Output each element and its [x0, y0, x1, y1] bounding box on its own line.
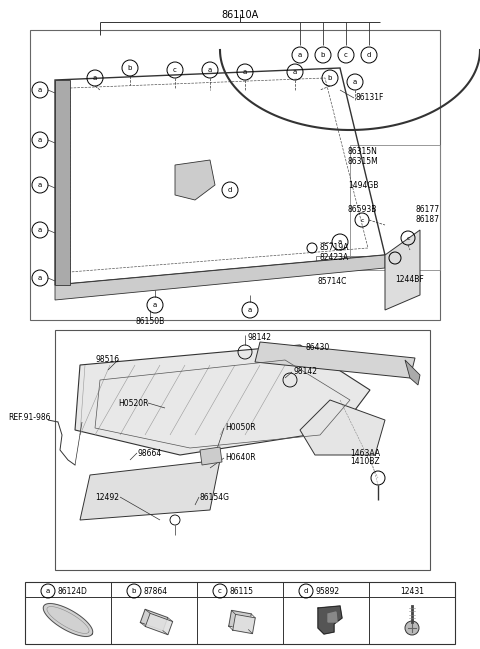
- Text: 86131F: 86131F: [355, 93, 384, 103]
- Text: H0640R: H0640R: [225, 454, 256, 463]
- Polygon shape: [75, 345, 370, 455]
- Text: 86115: 86115: [230, 587, 254, 596]
- Text: 1494GB: 1494GB: [348, 180, 378, 190]
- Text: 86177: 86177: [415, 206, 439, 215]
- Text: c: c: [360, 217, 364, 223]
- Text: a: a: [38, 87, 42, 93]
- Text: 95892: 95892: [316, 587, 340, 596]
- Polygon shape: [145, 613, 173, 635]
- Text: a: a: [153, 302, 157, 308]
- Text: d: d: [228, 187, 232, 193]
- Bar: [55, 330, 430, 570]
- Text: 98516: 98516: [95, 356, 119, 365]
- Text: H0050R: H0050R: [225, 424, 256, 432]
- Text: a: a: [298, 52, 302, 58]
- Polygon shape: [200, 447, 222, 465]
- Polygon shape: [255, 342, 415, 378]
- Circle shape: [405, 621, 419, 635]
- Text: a: a: [243, 69, 247, 75]
- Text: b: b: [132, 588, 136, 594]
- Polygon shape: [318, 606, 342, 634]
- Text: 86430: 86430: [305, 343, 329, 352]
- Text: a: a: [38, 275, 42, 281]
- Text: 86124D: 86124D: [58, 587, 88, 596]
- Text: 12492: 12492: [95, 493, 119, 502]
- Text: 86187: 86187: [415, 215, 439, 225]
- Text: 1244BF: 1244BF: [395, 275, 424, 284]
- Text: a: a: [46, 588, 50, 594]
- Text: 86593B: 86593B: [348, 206, 377, 215]
- Text: c: c: [218, 588, 222, 594]
- Text: 85719A: 85719A: [320, 243, 349, 252]
- Text: c: c: [173, 67, 177, 73]
- Polygon shape: [55, 255, 385, 300]
- Polygon shape: [385, 230, 420, 310]
- Text: 98664: 98664: [138, 448, 162, 458]
- Text: 12431: 12431: [400, 587, 424, 596]
- Polygon shape: [175, 160, 215, 200]
- Bar: [316, 256, 371, 268]
- Text: b: b: [321, 52, 325, 58]
- Text: 82423A: 82423A: [320, 254, 349, 262]
- Text: 87864: 87864: [144, 587, 168, 596]
- Text: 98142: 98142: [248, 334, 272, 343]
- Text: c: c: [344, 52, 348, 58]
- Text: a: a: [38, 227, 42, 233]
- Text: d: d: [304, 588, 308, 594]
- Polygon shape: [80, 460, 220, 520]
- Text: 86315N: 86315N: [348, 147, 378, 156]
- Polygon shape: [300, 400, 385, 455]
- Text: b: b: [128, 65, 132, 71]
- Text: 86154G: 86154G: [200, 493, 230, 502]
- Text: 86110A: 86110A: [221, 10, 259, 20]
- Text: a: a: [353, 79, 357, 85]
- Polygon shape: [43, 604, 93, 637]
- Polygon shape: [405, 360, 420, 385]
- Text: 86150B: 86150B: [135, 317, 165, 326]
- Polygon shape: [55, 80, 70, 285]
- Text: 1463AA: 1463AA: [350, 448, 380, 458]
- Text: 85714C: 85714C: [318, 278, 348, 286]
- Text: b: b: [328, 75, 332, 81]
- Text: a: a: [338, 239, 342, 245]
- Text: c: c: [406, 236, 410, 241]
- Text: REF.91-986: REF.91-986: [8, 413, 50, 422]
- Text: d: d: [367, 52, 371, 58]
- Polygon shape: [229, 611, 251, 630]
- Polygon shape: [233, 615, 255, 633]
- Text: 86315M: 86315M: [348, 158, 379, 167]
- Bar: [25, 582, 455, 644]
- Text: a: a: [38, 137, 42, 143]
- Text: a: a: [293, 69, 297, 75]
- Text: 1410BZ: 1410BZ: [350, 458, 380, 467]
- Text: a: a: [248, 307, 252, 313]
- Text: 98142: 98142: [293, 367, 317, 376]
- Text: H0520R: H0520R: [118, 398, 148, 408]
- Text: a: a: [38, 182, 42, 188]
- Polygon shape: [140, 609, 168, 631]
- Bar: [30, 30, 440, 320]
- Polygon shape: [328, 612, 337, 622]
- Text: a: a: [93, 75, 97, 81]
- Text: a: a: [208, 67, 212, 73]
